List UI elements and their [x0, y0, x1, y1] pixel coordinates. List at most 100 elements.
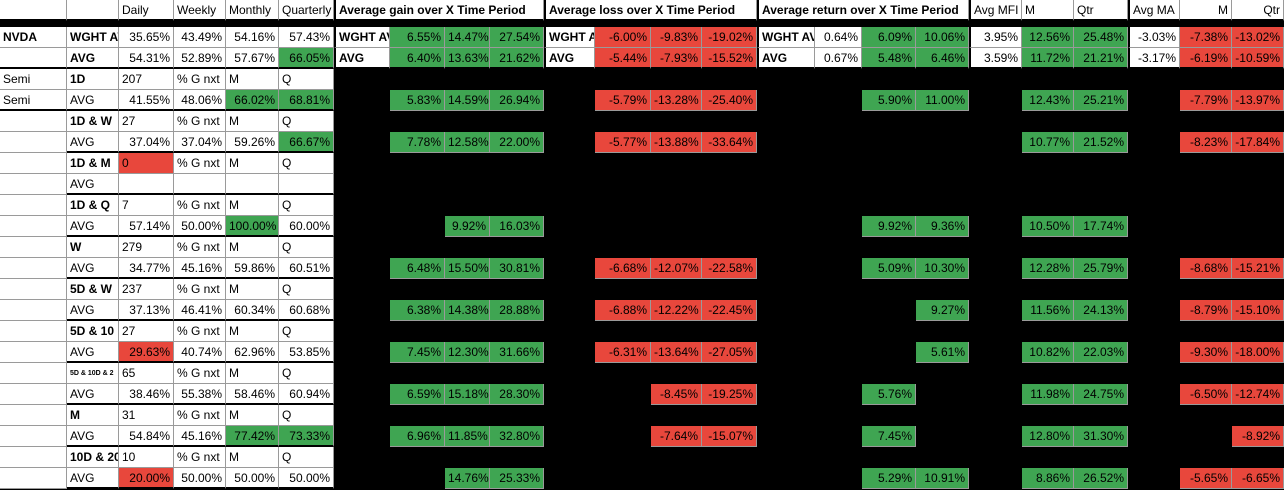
avg-label[interactable]: AVG — [67, 90, 119, 111]
g-nxt-label[interactable]: % G nxt — [174, 153, 226, 174]
ma-value[interactable]: -8.23% — [1180, 132, 1232, 153]
ma-value[interactable]: -3.17% — [1128, 48, 1180, 69]
mfi-value[interactable]: 3.59% — [969, 48, 1022, 69]
loss-label[interactable]: WGHT AVG — [544, 27, 595, 48]
loss-value[interactable]: -7.93% — [651, 48, 702, 69]
return-value[interactable]: 9.36% — [916, 216, 969, 237]
sector-label[interactable] — [0, 237, 67, 258]
gain-value[interactable]: 6.96% — [390, 426, 445, 447]
return-value[interactable]: 6.09% — [862, 27, 916, 48]
daily-value[interactable] — [119, 174, 174, 195]
m-label[interactable]: M — [226, 279, 279, 300]
sector-label[interactable] — [0, 321, 67, 342]
loss-value[interactable]: -5.44% — [595, 48, 651, 69]
loss-value[interactable]: -6.00% — [595, 27, 651, 48]
group-name[interactable]: 5D & 10 — [67, 321, 119, 342]
avg-label[interactable]: AVG — [67, 342, 119, 363]
m-label[interactable]: M — [226, 69, 279, 90]
header-avg-mfi[interactable]: Avg MFI — [969, 0, 1022, 21]
loss-value[interactable]: -9.83% — [651, 27, 702, 48]
sector-label[interactable] — [0, 258, 67, 279]
loss-value[interactable]: -13.64% — [651, 342, 702, 363]
weekly-value[interactable]: 40.74% — [174, 342, 226, 363]
gain-value[interactable]: 25.33% — [490, 468, 544, 489]
group-name[interactable]: 1D & Q — [67, 195, 119, 216]
gain-value[interactable]: 32.80% — [490, 426, 544, 447]
ma-value[interactable]: -5.65% — [1180, 468, 1232, 489]
mfi-value[interactable]: 21.52% — [1074, 132, 1128, 153]
gain-value[interactable]: 12.30% — [445, 342, 490, 363]
quarterly-value[interactable]: 57.43% — [279, 27, 334, 48]
ma-value[interactable]: -6.65% — [1232, 468, 1284, 489]
weekly-value[interactable]: 37.04% — [174, 132, 226, 153]
q-label[interactable]: Q — [279, 69, 334, 90]
daily-value[interactable]: 41.55% — [119, 90, 174, 111]
header-weekly[interactable]: Weekly — [174, 0, 226, 21]
monthly-value[interactable]: 66.02% — [226, 90, 279, 111]
mfi-value[interactable]: 21.21% — [1074, 48, 1128, 69]
group-name[interactable]: 5D & W — [67, 279, 119, 300]
quarterly-value[interactable]: 68.81% — [279, 90, 334, 111]
mfi-value[interactable]: 31.30% — [1074, 426, 1128, 447]
mfi-value[interactable]: 25.79% — [1074, 258, 1128, 279]
q-label[interactable]: Q — [279, 237, 334, 258]
header-quarterly[interactable]: Quarterly — [279, 0, 334, 21]
gain-value[interactable]: 9.92% — [445, 216, 490, 237]
ma-value[interactable]: -15.10% — [1232, 300, 1284, 321]
g-nxt-label[interactable]: % G nxt — [174, 237, 226, 258]
loss-value[interactable]: -25.40% — [702, 90, 757, 111]
daily-value[interactable]: 29.63% — [119, 342, 174, 363]
header-qtr[interactable]: Qtr — [1074, 0, 1128, 21]
mfi-value[interactable]: 3.95% — [969, 27, 1022, 48]
group-name[interactable]: W — [67, 237, 119, 258]
loss-value[interactable]: -6.68% — [595, 258, 651, 279]
ma-value[interactable]: -7.79% — [1180, 90, 1232, 111]
return-value[interactable]: 5.90% — [862, 90, 916, 111]
monthly-value[interactable]: 57.67% — [226, 48, 279, 69]
gain-value[interactable]: 28.30% — [490, 384, 544, 405]
ticker-blank[interactable] — [0, 48, 67, 69]
sector-label[interactable]: Semi — [0, 69, 67, 90]
sector-label[interactable] — [0, 363, 67, 384]
weekly-value[interactable]: 45.16% — [174, 426, 226, 447]
loss-label[interactable]: AVG — [544, 48, 595, 69]
mfi-value[interactable]: 24.75% — [1074, 384, 1128, 405]
gain-value[interactable]: 5.83% — [390, 90, 445, 111]
return-value[interactable]: 5.09% — [862, 258, 916, 279]
return-value[interactable]: 7.45% — [862, 426, 916, 447]
gain-value[interactable]: 6.55% — [390, 27, 445, 48]
monthly-value[interactable] — [226, 174, 279, 195]
monthly-value[interactable]: 59.26% — [226, 132, 279, 153]
header-m2[interactable]: M — [1180, 0, 1232, 21]
sector-label[interactable] — [0, 468, 67, 489]
group-count[interactable]: 207 — [119, 69, 174, 90]
daily-value[interactable]: 54.84% — [119, 426, 174, 447]
loss-value[interactable]: -12.07% — [651, 258, 702, 279]
m-label[interactable]: M — [226, 237, 279, 258]
quarterly-value[interactable]: 50.00% — [279, 468, 334, 489]
q-label[interactable]: Q — [279, 447, 334, 468]
daily-value[interactable]: 20.00% — [119, 468, 174, 489]
g-nxt-label[interactable]: % G nxt — [174, 111, 226, 132]
gain-value[interactable]: 6.48% — [390, 258, 445, 279]
sector-label[interactable] — [0, 153, 67, 174]
group-count[interactable]: 27 — [119, 321, 174, 342]
mfi-value[interactable]: 11.56% — [1022, 300, 1074, 321]
daily-value[interactable]: 34.77% — [119, 258, 174, 279]
g-nxt-label[interactable]: % G nxt — [174, 321, 226, 342]
weekly-value[interactable]: 50.00% — [174, 468, 226, 489]
m-label[interactable]: M — [226, 405, 279, 426]
monthly-value[interactable]: 59.86% — [226, 258, 279, 279]
group-name[interactable]: 1D — [67, 69, 119, 90]
g-nxt-label[interactable]: % G nxt — [174, 195, 226, 216]
return-value[interactable]: 0.64% — [815, 27, 862, 48]
g-nxt-label[interactable]: % G nxt — [174, 405, 226, 426]
loss-value[interactable]: -15.52% — [702, 48, 757, 69]
return-value[interactable]: 10.91% — [916, 468, 969, 489]
ma-value[interactable]: -12.74% — [1232, 384, 1284, 405]
header-gain-title[interactable]: Average gain over X Time Period — [334, 0, 544, 21]
mfi-value[interactable]: 10.50% — [1022, 216, 1074, 237]
monthly-value[interactable]: 50.00% — [226, 468, 279, 489]
quarterly-value[interactable]: 73.33% — [279, 426, 334, 447]
header-qtr2[interactable]: Qtr — [1232, 0, 1284, 21]
